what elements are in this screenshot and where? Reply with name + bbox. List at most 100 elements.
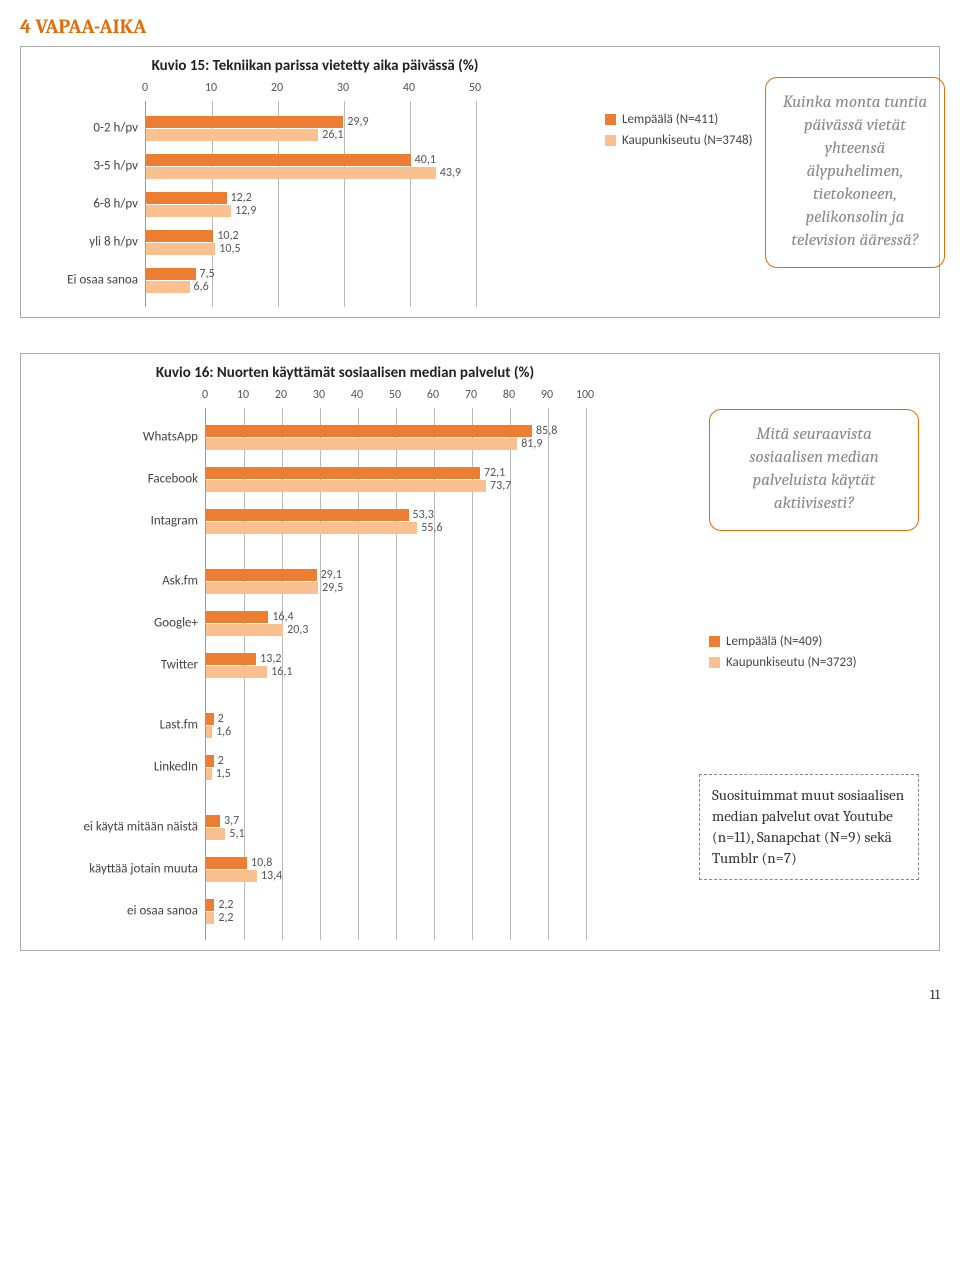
bar-value: 1,5 xyxy=(212,768,231,780)
bar-series2: 1,6 xyxy=(206,726,212,738)
axis-tick: 0 xyxy=(202,388,208,402)
bar-series1: 2 xyxy=(206,713,214,725)
bar-series2: 10,5 xyxy=(146,243,215,255)
bar-value: 2 xyxy=(214,713,224,725)
axis-tick: 70 xyxy=(465,388,477,402)
bar-value: 1,6 xyxy=(212,726,231,738)
bar-series2: 43,9 xyxy=(146,167,436,179)
bar-series2: 2,2 xyxy=(206,912,214,924)
chart-row: LinkedIn21,5 xyxy=(206,746,585,788)
bar-value: 20,3 xyxy=(283,624,308,636)
gridline xyxy=(476,101,477,307)
bar-series2: 73,7 xyxy=(206,480,486,492)
legend-label: Lempäälä (N=411) xyxy=(622,112,718,127)
category-label: 0-2 h/pv xyxy=(93,121,146,136)
axis-tick: 50 xyxy=(469,81,481,95)
chart-row: ei käytä mitään näistä3,75,1 xyxy=(206,806,585,848)
bar-value: 2 xyxy=(214,755,224,767)
axis-tick: 40 xyxy=(403,81,415,95)
axis-tick: 10 xyxy=(237,388,249,402)
bar-value: 2,2 xyxy=(214,912,233,924)
bar-value: 29,1 xyxy=(317,569,342,581)
legend-label: Kaupunkiseutu (N=3748) xyxy=(622,133,753,148)
chart-row: Last.fm21,6 xyxy=(206,704,585,746)
chart15-title: Kuvio 15: Tekniikan parissa vietetty aik… xyxy=(35,57,595,75)
bar-value: 3,7 xyxy=(220,815,239,827)
bar-series2: 20,3 xyxy=(206,624,283,636)
category-label: Twitter xyxy=(161,658,206,673)
bar-value: 43,9 xyxy=(436,167,461,179)
chart-row: Facebook72,173,7 xyxy=(206,458,585,500)
axis-tick: 60 xyxy=(427,388,439,402)
legend-label: Lempäälä (N=409) xyxy=(726,634,822,649)
chart-row: käyttää jotain muuta10,813,4 xyxy=(206,848,585,890)
axis-tick: 90 xyxy=(541,388,553,402)
category-label: 6-8 h/pv xyxy=(93,197,146,212)
chart16-panel: Kuvio 16: Nuorten käyttämät sosiaalisen … xyxy=(20,353,940,951)
bar-series1: 12,2 xyxy=(146,192,227,204)
bar-series2: 55,6 xyxy=(206,522,417,534)
bar-series1: 7,5 xyxy=(146,268,196,280)
bar-series2: 6,6 xyxy=(146,281,190,293)
legend-swatch xyxy=(605,135,616,146)
bar-value: 10,8 xyxy=(247,857,272,869)
axis-tick: 50 xyxy=(389,388,401,402)
axis-tick: 30 xyxy=(337,81,349,95)
category-label: Intagram xyxy=(151,514,206,529)
bar-value: 13,2 xyxy=(256,653,281,665)
bar-value: 10,2 xyxy=(213,230,238,242)
axis-tick: 100 xyxy=(576,388,594,402)
chart-row: Ask.fm29,129,5 xyxy=(206,560,585,602)
category-label: WhatsApp xyxy=(143,430,206,445)
page-number: 11 xyxy=(20,986,940,1003)
axis-tick: 10 xyxy=(205,81,217,95)
bar-value: 2,2 xyxy=(214,899,233,911)
legend-swatch xyxy=(709,636,720,647)
bar-series1: 40,1 xyxy=(146,154,411,166)
bar-value: 16,4 xyxy=(268,611,293,623)
legend-label: Kaupunkiseutu (N=3723) xyxy=(726,655,857,670)
legend-item: Lempäälä (N=409) xyxy=(709,634,909,649)
bar-value: 72,1 xyxy=(480,467,505,479)
category-label: Last.fm xyxy=(160,718,206,733)
bar-series1: 72,1 xyxy=(206,467,480,479)
section-heading: 4 VAPAA-AIKA xyxy=(20,15,940,38)
category-label: LinkedIn xyxy=(154,760,206,775)
chart16-note: Suosituimmat muut sosiaalisen median pal… xyxy=(699,774,919,880)
axis-tick: 30 xyxy=(313,388,325,402)
chart-row: Google+16,420,3 xyxy=(206,602,585,644)
bar-value: 26,1 xyxy=(318,129,343,141)
bar-value: 73,7 xyxy=(486,480,511,492)
bar-series1: 10,8 xyxy=(206,857,247,869)
bar-value: 13,4 xyxy=(257,870,282,882)
chart-row: WhatsApp85,881,9 xyxy=(206,416,585,458)
bar-series2: 12,9 xyxy=(146,205,231,217)
chart15-panel: Kuvio 15: Tekniikan parissa vietetty aik… xyxy=(20,46,940,318)
legend-item: Kaupunkiseutu (N=3748) xyxy=(605,133,755,148)
bar-value: 29,9 xyxy=(343,116,368,128)
category-label: Facebook xyxy=(148,472,206,487)
axis-tick: 40 xyxy=(351,388,363,402)
bar-value: 12,2 xyxy=(227,192,252,204)
category-label: käyttää jotain muuta xyxy=(89,862,206,877)
legend-swatch xyxy=(709,657,720,668)
bar-series2: 26,1 xyxy=(146,129,318,141)
chart16-title: Kuvio 16: Nuorten käyttämät sosiaalisen … xyxy=(35,364,655,382)
category-label: Ask.fm xyxy=(162,574,206,589)
bar-value: 85,8 xyxy=(532,425,557,437)
chart-row: 0-2 h/pv29,926,1 xyxy=(146,109,475,147)
bar-series2: 1,5 xyxy=(206,768,212,780)
axis-tick: 20 xyxy=(275,388,287,402)
bar-series1: 16,4 xyxy=(206,611,268,623)
chart15-axis: 01020304050 xyxy=(145,81,475,101)
bar-series1: 13,2 xyxy=(206,653,256,665)
legend-swatch xyxy=(605,114,616,125)
bar-value: 81,9 xyxy=(517,438,542,450)
category-label: ei käytä mitään näistä xyxy=(83,820,206,835)
bar-value: 6,6 xyxy=(190,281,209,293)
chart-row: Intagram53,355,6 xyxy=(206,500,585,542)
category-label: yli 8 h/pv xyxy=(89,235,146,250)
bar-value: 40,1 xyxy=(411,154,436,166)
chart-row: Ei osaa sanoa7,56,6 xyxy=(146,261,475,299)
bar-value: 7,5 xyxy=(196,268,215,280)
